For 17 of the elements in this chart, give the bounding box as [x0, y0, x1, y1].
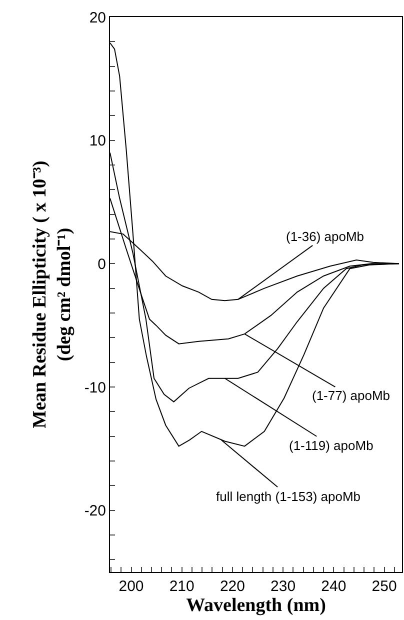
y-tick-label: 10 — [89, 132, 106, 150]
x-tick-label: 200 — [118, 578, 144, 595]
x-tick-label: 210 — [169, 578, 194, 595]
annotation: (1-36) apoMb — [286, 229, 364, 244]
x-axis-title: Wavelength (nm) — [186, 595, 326, 616]
x-tick-label: 240 — [321, 578, 346, 595]
y-tick-label: -10 — [84, 379, 106, 396]
y-tick-label: 20 — [89, 9, 106, 26]
x-tick-label: 250 — [372, 578, 397, 595]
x-tick-label: 220 — [220, 578, 245, 595]
annotation: (1-77) apoMb — [312, 388, 390, 403]
annotation: full length (1-153) apoMb — [216, 489, 361, 504]
y-axis-title: Mean Residue Ellipticity ( x 10⁻³) (deg cm² dmol⁻¹) — [29, 160, 76, 428]
y-tick-label: -20 — [84, 502, 106, 520]
y-tick-label: 0 — [98, 256, 106, 273]
annotation: (1-119) apoMb — [289, 438, 374, 453]
x-tick-label: 230 — [270, 578, 296, 595]
